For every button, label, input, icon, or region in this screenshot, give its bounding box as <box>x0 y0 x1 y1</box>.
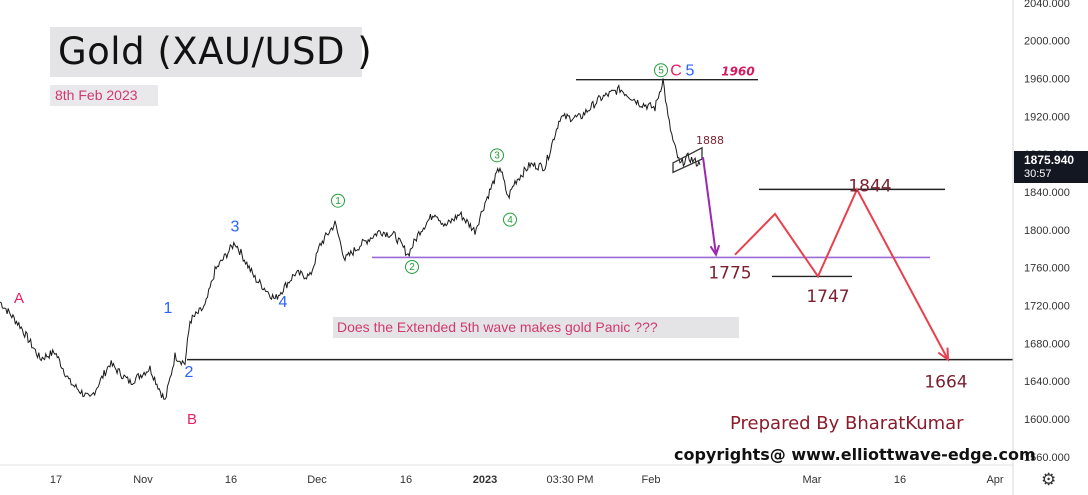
level-label: 1664 <box>924 372 967 392</box>
x-tick-label: 17 <box>50 474 62 486</box>
minor-wave-circle <box>331 193 345 208</box>
wave-label: B <box>187 411 197 428</box>
minor-wave-number: 2 <box>409 262 415 273</box>
current-price-tag <box>1014 151 1088 183</box>
x-tick-label: Mar <box>803 474 822 486</box>
x-tick-label: Dec <box>307 474 327 486</box>
minor-wave-circle <box>405 259 419 274</box>
minor-wave-number: 3 <box>494 150 500 161</box>
horizontal-levels <box>187 78 1013 361</box>
level-label: 1888 <box>696 134 724 147</box>
y-tick-label: 1840.000 <box>1024 187 1070 199</box>
y-tick-label: 1640.000 <box>1024 376 1070 388</box>
price-line <box>0 78 701 400</box>
wave-label: 4 <box>279 294 288 311</box>
credit-text: Prepared By BharatKumar <box>730 413 964 434</box>
minor-wave-label: 1 <box>331 193 345 208</box>
wave-label: C <box>670 62 682 79</box>
level-label: 1960 <box>721 65 754 79</box>
wave-label: 1 <box>164 300 173 317</box>
y-tick-label: 1760.000 <box>1024 263 1070 275</box>
wave-label: 2 <box>185 364 194 381</box>
level-label: 1844 <box>848 177 891 197</box>
x-axis[interactable]: 17 Nov 16 Dec 16 2023 03:30 PM Feb Mar 16 Apr <box>0 464 1013 486</box>
chart-date: 8th Feb 2023 <box>55 87 138 103</box>
x-tick-label: 16 <box>894 474 906 486</box>
wave-label: 3 <box>231 218 240 235</box>
projection-path <box>734 187 949 361</box>
wave-label: A <box>14 290 24 307</box>
copyright-text: copyrights@ www.elliottwave-edge.com <box>674 445 1036 464</box>
triangle-pattern <box>672 146 703 174</box>
date-backdrop <box>50 85 158 106</box>
y-tick-label: 1600.000 <box>1024 414 1070 426</box>
minor-wave-label: 4 <box>503 212 517 227</box>
gear-icon[interactable]: ⚙ <box>1041 470 1057 489</box>
y-tick-label: 1720.000 <box>1024 301 1070 313</box>
minor-wave-circle <box>654 63 668 78</box>
candle-countdown: 30:57 <box>1024 168 1052 180</box>
annotation-marks <box>672 146 950 362</box>
wave-labels: A B 1 2 3 4 C 5 1 2 3 4 5 1960 1888 1844 1775 1747 1664 <box>14 62 968 428</box>
y-tick-label: 2040.000 <box>1024 0 1070 10</box>
minor-wave-circle <box>503 212 517 227</box>
current-price-value: 1875.940 <box>1024 153 1075 167</box>
y-tick-label: 1560.000 <box>1024 452 1070 464</box>
x-tick-label: Nov <box>133 474 153 486</box>
level-label: 1747 <box>806 287 849 307</box>
y-tick-label: 2000.000 <box>1024 36 1070 48</box>
minor-wave-label: 5 <box>654 63 668 78</box>
x-tick-label: 2023 <box>473 474 497 486</box>
minor-wave-label: 3 <box>490 148 504 163</box>
minor-wave-number: 4 <box>507 215 513 226</box>
down-arrow-shaft <box>702 157 717 255</box>
minor-wave-circle <box>490 148 504 163</box>
x-tick-label: 03:30 PM <box>546 474 593 486</box>
question-annotation: Does the Extended 5th wave makes gold Pa… <box>337 319 658 335</box>
x-tick-label: Feb <box>642 474 661 486</box>
question-backdrop <box>333 317 739 338</box>
projection-arrow-head <box>937 347 950 362</box>
minor-wave-number: 5 <box>658 65 664 76</box>
x-tick-label: 16 <box>400 474 412 486</box>
title-backdrop <box>50 27 362 77</box>
y-tick-label: 1680.000 <box>1024 338 1070 350</box>
down-arrow-head <box>709 244 721 257</box>
wave-label: 5 <box>686 62 695 79</box>
price-series <box>0 78 701 400</box>
chart-title: Gold (XAU/USD ) <box>58 30 373 73</box>
minor-wave-number: 1 <box>335 196 341 207</box>
y-tick-label: 1960.000 <box>1024 74 1070 86</box>
y-tick-label: 1800.000 <box>1024 225 1070 237</box>
y-axis[interactable]: 2040.0002000.0001960.0001920.0001880.000… <box>1012 0 1070 495</box>
level-label: 1775 <box>708 264 751 284</box>
y-tick-label: 1920.000 <box>1024 111 1070 123</box>
minor-wave-label: 2 <box>405 259 419 274</box>
x-tick-label: Apr <box>986 474 1003 486</box>
x-tick-label: 16 <box>225 474 237 486</box>
